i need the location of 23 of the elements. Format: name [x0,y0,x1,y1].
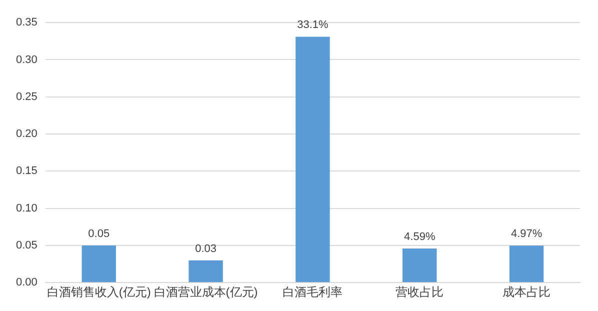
bar [402,248,437,282]
bar [509,246,544,282]
data-label: 4.97% [510,228,542,240]
bar [188,260,223,282]
x-tick-label: 白酒销售收入(亿元) [46,285,151,300]
y-tick-label: 0.30 [16,54,38,66]
data-label: 0.03 [195,242,216,255]
y-tick-label: 0.25 [16,90,38,103]
data-label: 4.59% [404,231,436,244]
y-tick-label: 0.05 [16,239,38,252]
y-tick-label: 0.10 [16,202,38,214]
y-tick-label: 0.00 [16,276,38,289]
y-tick-label: 0.20 [16,128,38,140]
y-tick-label: 0.35 [16,16,38,29]
x-tick-label: 白酒营业成本(亿元) [154,285,258,300]
data-label: 0.05 [88,228,110,240]
x-tick-label: 白酒毛利率 [282,285,343,300]
bar [296,36,330,282]
x-tick-label: 成本占比 [502,285,551,300]
bar [82,245,116,282]
x-tick-label: 营收占比 [396,285,444,300]
data-label: 33.1% [297,19,329,32]
y-tick-label: 0.15 [16,165,38,178]
